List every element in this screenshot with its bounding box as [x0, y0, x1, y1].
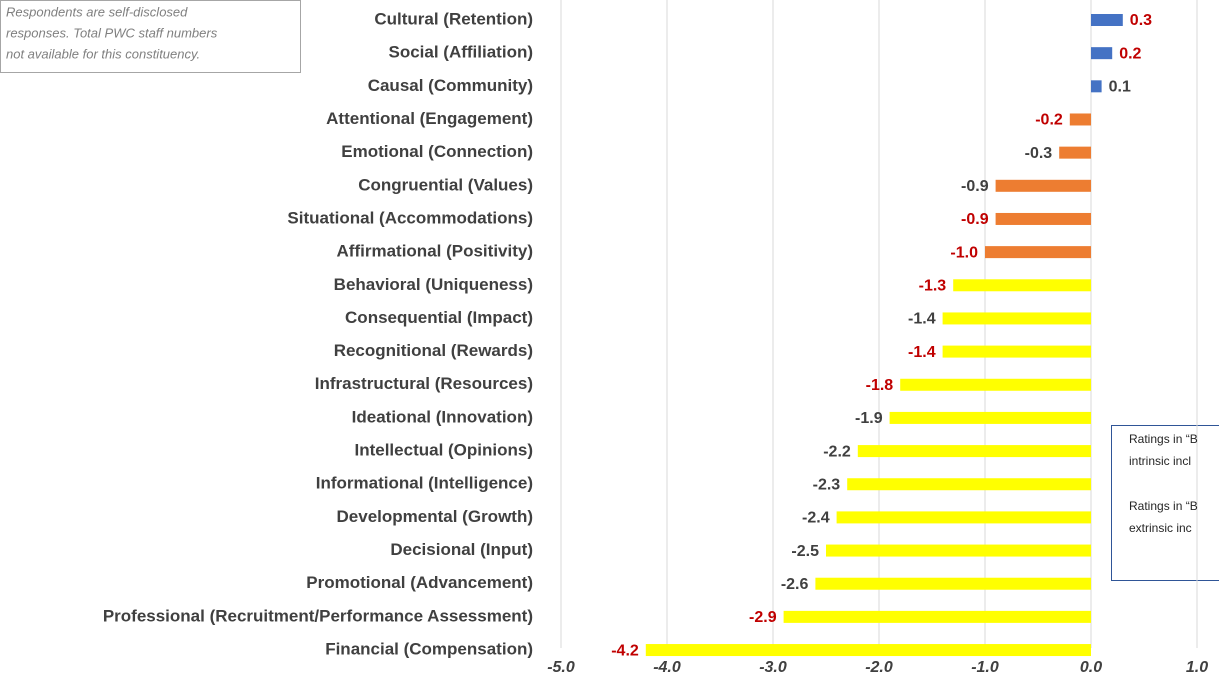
data-label: -0.9 — [961, 211, 989, 228]
y-tick-label: Developmental (Growth) — [337, 507, 533, 526]
data-label: -1.4 — [908, 311, 936, 328]
y-tick-label: Attentional (Engagement) — [326, 109, 533, 128]
y-tick-label: Financial (Compensation) — [325, 640, 533, 659]
y-tick-label: Affirmational (Positivity) — [337, 242, 533, 261]
y-tick-label: Promotional (Advancement) — [306, 573, 533, 592]
x-tick-label: -5.0 — [547, 659, 575, 676]
data-label: -2.4 — [802, 510, 830, 527]
bar — [889, 411, 1091, 424]
data-label: -1.8 — [866, 377, 894, 394]
y-tick-label: Congruential (Values) — [358, 175, 533, 194]
y-tick-label: Ideational (Innovation) — [352, 407, 533, 426]
bar — [1091, 80, 1102, 93]
y-tick-label: Behavioral (Uniqueness) — [334, 275, 533, 294]
data-label: -1.0 — [950, 244, 978, 261]
data-label: -2.6 — [781, 576, 809, 593]
data-label: -2.3 — [813, 476, 841, 493]
data-label: -2.5 — [791, 543, 819, 560]
data-label: -2.9 — [749, 609, 777, 626]
y-tick-label: Social (Affiliation) — [389, 43, 534, 62]
x-tick-label: -3.0 — [759, 659, 787, 676]
data-label: 0.1 — [1109, 79, 1131, 96]
data-label: -2.2 — [823, 443, 851, 460]
bar — [645, 644, 1091, 657]
legend-note: extrinsic inc — [1129, 521, 1192, 535]
bar — [836, 511, 1091, 524]
legend-note: Ratings in “B — [1129, 432, 1198, 446]
bar — [1059, 146, 1091, 159]
x-tick-label: -4.0 — [653, 659, 681, 676]
y-tick-label: Professional (Recruitment/Performance As… — [103, 606, 533, 625]
bar — [942, 312, 1091, 325]
data-label: -0.9 — [961, 178, 989, 195]
bar — [942, 345, 1091, 358]
x-tick-label: -2.0 — [865, 659, 893, 676]
y-tick-label: Intellectual (Opinions) — [354, 441, 533, 460]
y-tick-label: Recognitional (Rewards) — [334, 341, 533, 360]
bar — [826, 544, 1091, 557]
note: Respondents are self-disclosed — [6, 4, 188, 19]
y-tick-label: Consequential (Impact) — [345, 308, 533, 327]
bar — [815, 577, 1091, 590]
y-tick-label: Decisional (Input) — [390, 540, 533, 559]
bar — [1091, 47, 1113, 60]
x-tick-label: 1.0 — [1186, 659, 1208, 676]
data-label: 0.3 — [1130, 12, 1152, 29]
data-label: -1.4 — [908, 344, 936, 361]
note: not available for this constituency. — [6, 46, 200, 61]
y-tick-label: Emotional (Connection) — [341, 142, 533, 161]
bar — [857, 445, 1091, 458]
data-label: -4.2 — [611, 642, 639, 659]
bar — [995, 212, 1091, 225]
x-tick-label: 0.0 — [1080, 659, 1102, 676]
bar — [847, 478, 1091, 491]
legend-note: Ratings in “B — [1129, 499, 1198, 513]
y-tick-label: Causal (Community) — [368, 76, 533, 95]
data-label: -0.3 — [1025, 145, 1053, 162]
note: responses. Total PWC staff numbers — [6, 25, 218, 40]
legend-note-box — [1111, 425, 1219, 581]
y-tick-label: Situational (Accommodations) — [287, 208, 533, 227]
x-tick-label: -1.0 — [971, 659, 999, 676]
bar — [783, 610, 1091, 623]
bar — [1069, 113, 1091, 126]
bar — [1091, 14, 1123, 26]
data-label: -1.9 — [855, 410, 883, 427]
y-tick-label: Infrastructural (Resources) — [315, 374, 533, 393]
note-box — [0, 0, 301, 73]
y-tick-label: Informational (Intelligence) — [316, 474, 533, 493]
bar — [985, 246, 1091, 259]
legend-note: intrinsic incl — [1129, 454, 1191, 468]
data-label: -0.2 — [1035, 112, 1063, 129]
data-label: -1.3 — [919, 277, 947, 294]
y-tick-label: Cultural (Retention) — [374, 9, 533, 28]
bar — [995, 179, 1091, 192]
data-label: 0.2 — [1119, 45, 1141, 62]
bar — [900, 378, 1091, 391]
bar — [953, 279, 1091, 292]
